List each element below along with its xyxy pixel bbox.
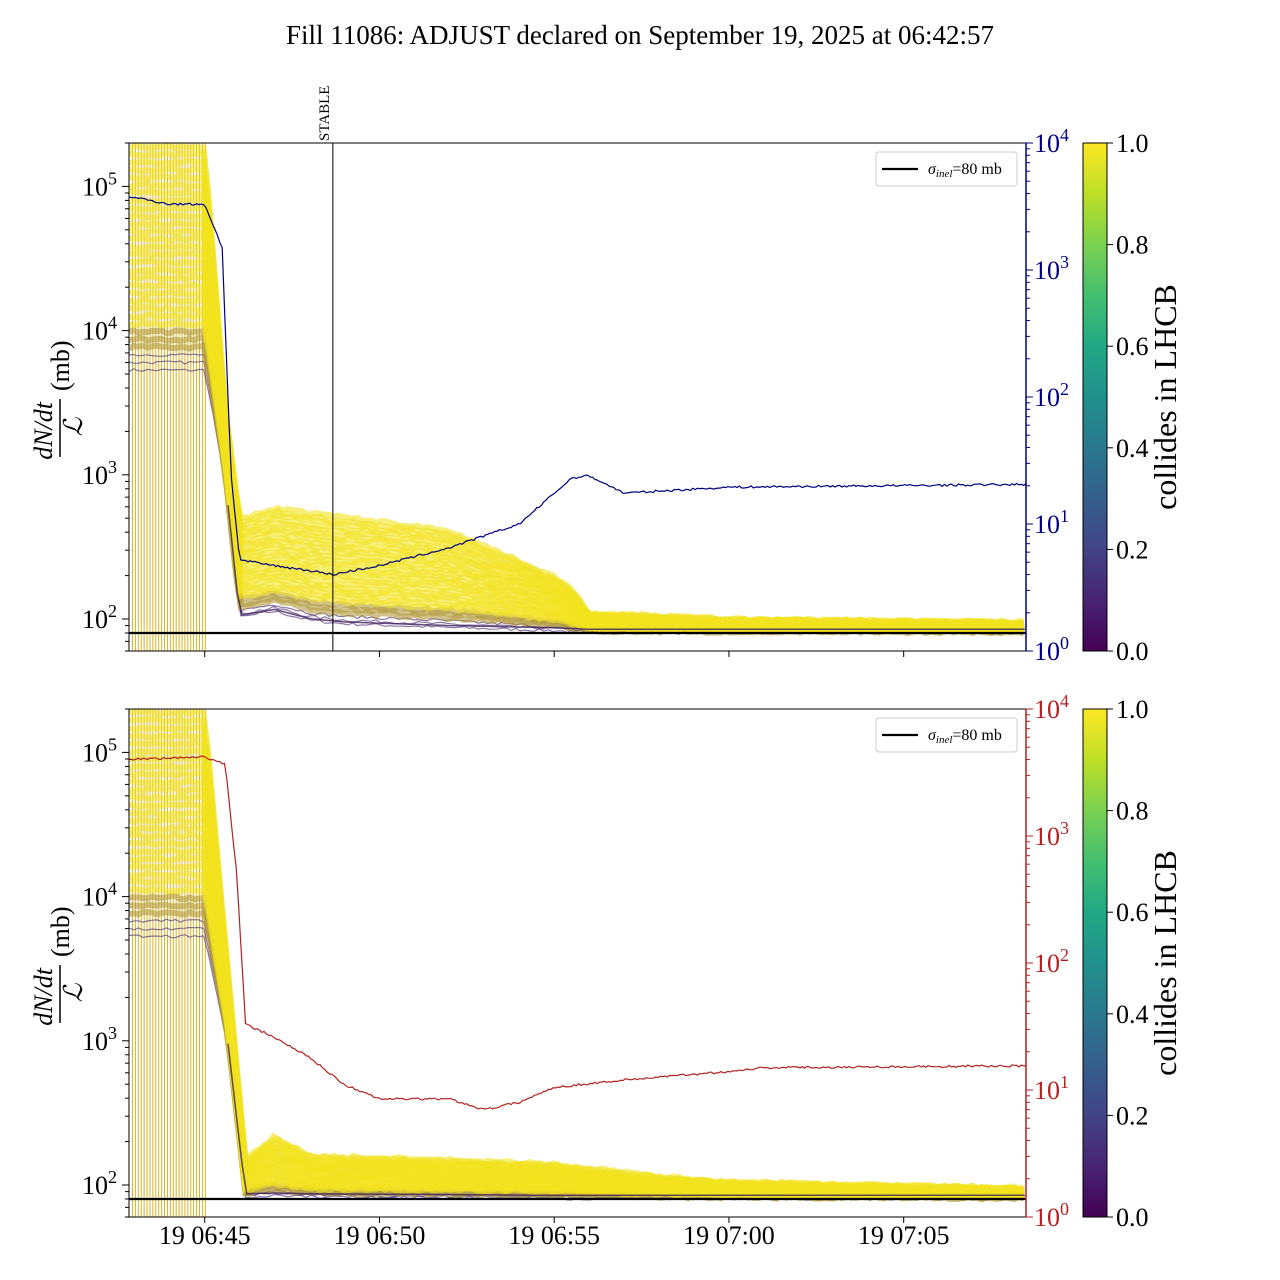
legend-box: [875, 151, 1018, 187]
colorbar-gradient: [1082, 708, 1108, 1218]
bottom-panel: 102 103 104 105 dN/dt ℒ (mb) 100 101 102 103 104 19 …: [29, 691, 1183, 1250]
colorbar-tick-label: 0.8: [1116, 231, 1149, 260]
bunch-rate-line: [129, 777, 1025, 1195]
colorbar-tick-label: 0.0: [1116, 1203, 1149, 1232]
x-axis: 19 06:45 19 06:50 19 06:55 19 07:00 19 07:05: [159, 1217, 950, 1250]
colorbar-tick-label: 0.8: [1116, 797, 1149, 826]
plot-area: [129, 143, 1026, 651]
figure-title: Fill 11086: ADJUST declared on September…: [286, 20, 994, 50]
y-axis-left: 102 103 104 105: [82, 142, 129, 652]
y-label-unit: (mb): [46, 340, 75, 391]
y2-tick-label: 103: [1034, 252, 1069, 285]
colorbar-tick-label: 0.4: [1116, 1000, 1149, 1029]
y-tick-label: 103: [82, 457, 117, 490]
non-colliding-contour: [227, 1043, 1025, 1197]
y2-tick-label: 102: [1034, 945, 1069, 978]
bunch-rate-band: [129, 709, 1026, 1203]
bunch-rate-line: [129, 831, 1025, 1199]
secondary-series-line: [129, 755, 1026, 1110]
legend: σinel=80 mb: [875, 717, 1018, 753]
y-label-numerator: dN/dt: [29, 967, 58, 1026]
x-tick-label: 19 07:05: [858, 1221, 950, 1250]
plot-frame: [128, 708, 1027, 1218]
bunch-rate-line: [129, 296, 1026, 635]
bunch-rate-line: [129, 731, 1025, 1194]
bunch-rate-line: [129, 808, 1026, 1198]
y-tick-label: 104: [82, 879, 117, 912]
y-axis-label: dN/dt ℒ (mb): [29, 340, 88, 459]
y2-tick-label: 104: [1034, 691, 1069, 724]
top-panel: STABLE 102 103 104 105 dN/dt ℒ (mb) 100 101 102 103…: [29, 86, 1183, 666]
colorbar-label: collides in LHCB: [1147, 850, 1183, 1076]
legend-box: [875, 717, 1018, 753]
bunch-rate-line: [129, 281, 1025, 633]
colorbar-tick-label: 0.0: [1116, 637, 1149, 666]
x-tick-label: 19 06:50: [334, 1221, 426, 1250]
colorbar-tick-label: 0.2: [1116, 1101, 1149, 1130]
y2-tick-label: 101: [1034, 1072, 1069, 1105]
colorbar: 0.0 0.2 0.4 0.6 0.8 1.0 collides in LHCB: [1082, 695, 1183, 1232]
bunch-rate-line: [129, 287, 1026, 634]
legend-label: σinel=80 mb: [928, 727, 1002, 746]
x-tick-label: 19 06:45: [159, 1221, 251, 1250]
x-axis: [204, 651, 905, 657]
y2-tick-label: 103: [1034, 818, 1069, 851]
non-colliding-contour: [227, 505, 1025, 631]
y2-tick-label: 100: [1034, 1199, 1069, 1232]
bunch-rate-band: [129, 143, 1026, 637]
bunch-rate-line: [129, 762, 1025, 1196]
y2-tick-label: 104: [1034, 125, 1069, 158]
bunch-rate-line: [129, 793, 1024, 1197]
bunch-rate-line: [129, 709, 1026, 1193]
bunch-rate-line: [129, 769, 1025, 1196]
secondary-series-line: [129, 196, 1026, 576]
y-tick-label: 102: [82, 601, 117, 634]
stable-marker-label: STABLE: [317, 86, 333, 141]
y-tick-label: 102: [82, 1167, 117, 1200]
colorbar-tick-label: 1.0: [1116, 129, 1149, 158]
bunch-rate-line: [129, 747, 1025, 1195]
y-axis-right: 100 101 102 103 104: [1025, 125, 1069, 666]
y-label-denominator: ℒ: [59, 982, 88, 1002]
y-label-unit: (mb): [46, 906, 75, 957]
colorbar-gradient: [1082, 142, 1108, 652]
y-tick-label: 105: [82, 734, 117, 767]
y2-tick-label: 102: [1034, 379, 1069, 412]
colorbar-label: collides in LHCB: [1147, 284, 1183, 510]
bunch-rate-line: [129, 143, 1025, 627]
y-tick-label: 105: [82, 168, 117, 201]
y-axis-label: dN/dt ℒ (mb): [29, 906, 88, 1025]
plot-area: [129, 709, 1026, 1217]
colorbar-tick-label: 1.0: [1116, 695, 1149, 724]
bunch-rate-line: [129, 801, 1025, 1197]
y-label-numerator: dN/dt: [29, 401, 58, 460]
y-label-denominator: ℒ: [59, 416, 88, 436]
y-tick-label: 103: [82, 1023, 117, 1056]
y-tick-label: 104: [82, 313, 117, 346]
legend-label: σinel=80 mb: [928, 161, 1002, 180]
bunch-rate-line: [129, 723, 1024, 1193]
legend: σinel=80 mb: [875, 151, 1018, 187]
colorbar-tick-label: 0.4: [1116, 434, 1149, 463]
colorbar-tick-label: 0.6: [1116, 898, 1149, 927]
x-tick-label: 19 06:55: [508, 1221, 600, 1250]
bunch-rate-line: [129, 823, 1025, 1198]
y2-tick-label: 100: [1034, 633, 1069, 666]
y2-tick-label: 101: [1034, 506, 1069, 539]
bunch-rate-line: [129, 838, 1025, 1199]
bunch-rate-line: [129, 816, 1025, 1198]
y-axis-left: 102 103 104 105: [82, 708, 129, 1218]
bunch-rate-line: [129, 738, 1025, 1194]
colorbar-tick-label: 0.6: [1116, 332, 1149, 361]
y-axis-right: 100 101 102 103 104: [1025, 691, 1069, 1232]
x-tick-label: 19 07:00: [683, 1221, 775, 1250]
bunch-rate-line: [129, 715, 1025, 1194]
colorbar-tick-label: 0.2: [1116, 535, 1149, 564]
bunch-rate-line: [129, 785, 1024, 1196]
bunch-rate-line: [129, 754, 1025, 1195]
colorbar: 0.0 0.2 0.4 0.6 0.8 1.0 collides in LHCB: [1082, 129, 1183, 666]
